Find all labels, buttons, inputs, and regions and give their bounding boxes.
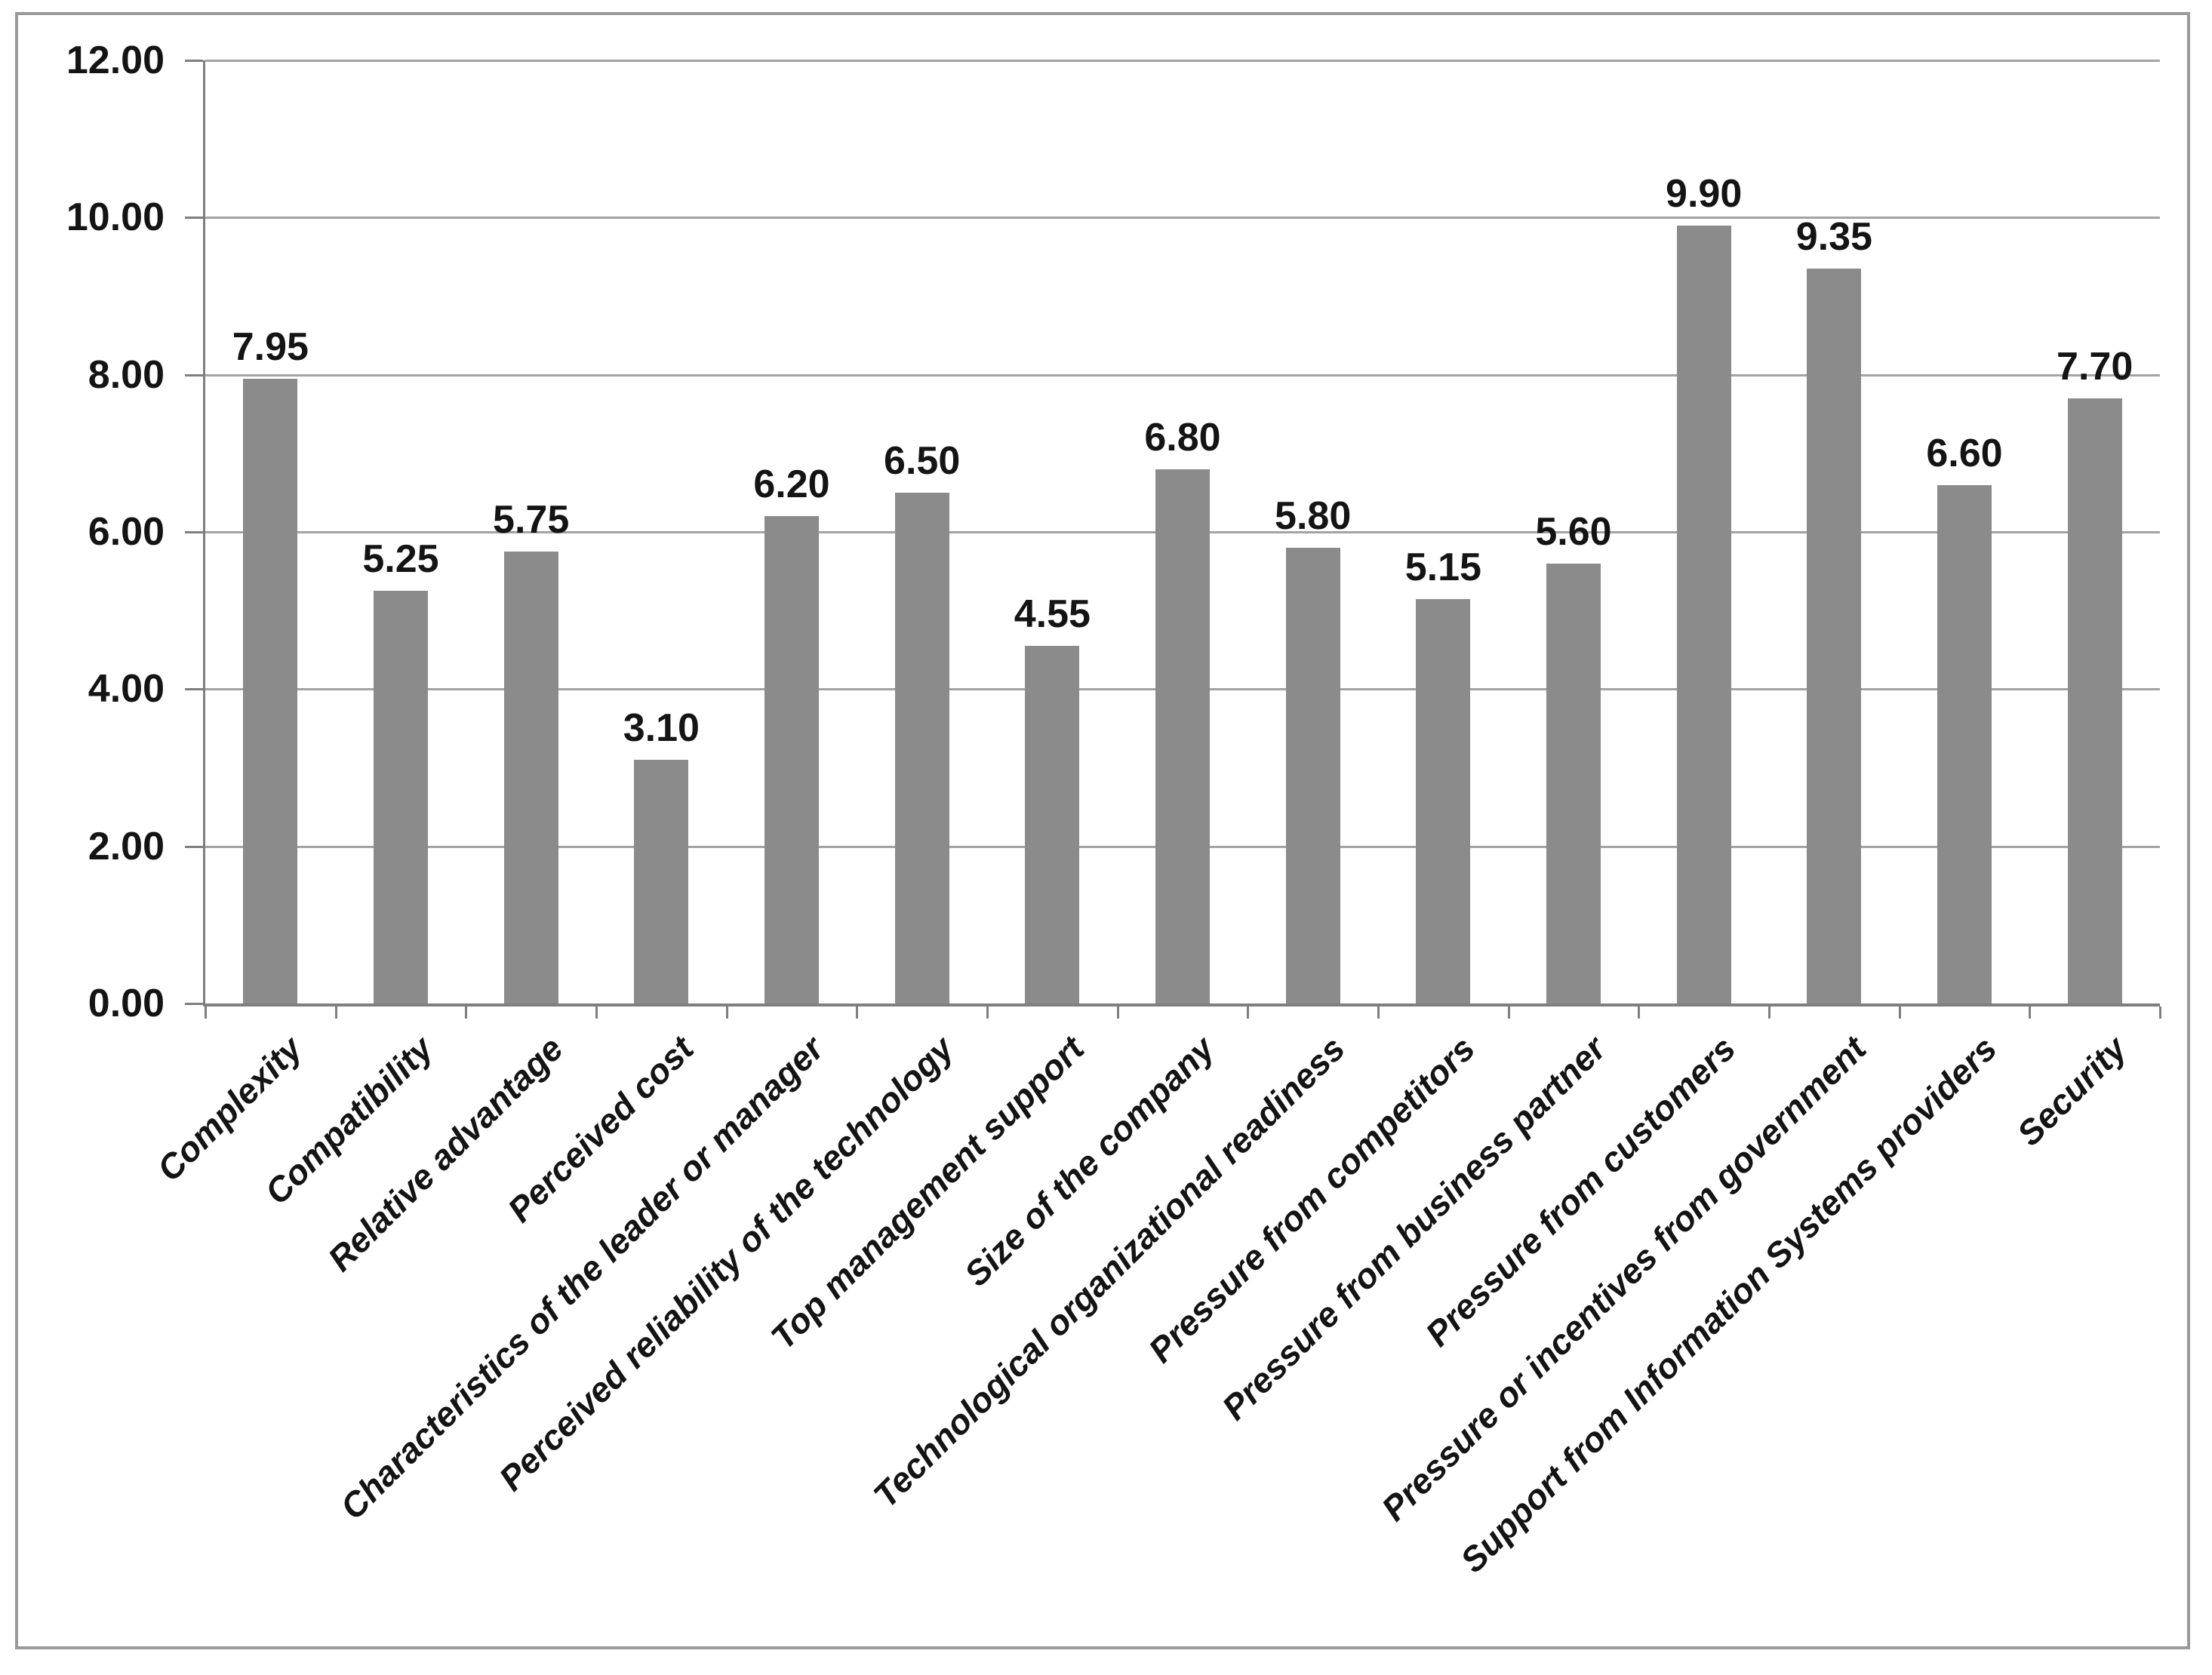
x-axis-tick-mark: [725, 1007, 728, 1019]
gridline: [205, 373, 2160, 376]
bar: [1676, 226, 1731, 1003]
bar: [2067, 398, 2122, 1003]
bar: [894, 493, 949, 1003]
x-axis-tick-mark: [595, 1007, 598, 1019]
category-label: Security: [2009, 1028, 2134, 1154]
y-axis-tick-mark: [185, 688, 203, 691]
bar-value-label: 5.75: [493, 498, 570, 542]
y-axis-tick-label: 2.00: [88, 824, 165, 868]
x-axis-tick-mark: [2029, 1007, 2032, 1019]
bar-value-label: 6.50: [884, 439, 961, 483]
y-axis-tick-label: 8.00: [88, 352, 165, 397]
x-axis-tick-mark: [986, 1007, 989, 1019]
bar-value-label: 7.70: [2057, 345, 2134, 389]
category-label: Technological organizational readiness: [866, 1028, 1352, 1515]
bar-value-label: 5.15: [1404, 546, 1481, 589]
category-label: Relative advantage: [320, 1028, 571, 1279]
category-label: Perceived reliability of the technology: [491, 1028, 961, 1498]
x-axis-tick-mark: [465, 1007, 468, 1019]
x-axis-tick-mark: [1116, 1007, 1119, 1019]
y-axis-tick-label: 6.00: [88, 510, 165, 554]
category-label: Characteristics of the leader or manager: [332, 1028, 832, 1527]
x-axis-tick-mark: [1768, 1007, 1771, 1019]
y-axis-tick-mark: [185, 60, 203, 62]
x-axis-tick-mark: [856, 1007, 859, 1019]
x-axis-tick-mark: [1507, 1007, 1510, 1019]
bar-value-label: 5.25: [362, 537, 439, 581]
bar-value-label: 4.55: [1014, 592, 1091, 636]
bar-value-label: 3.10: [623, 706, 700, 750]
gridline: [205, 217, 2160, 220]
bar-value-label: 6.80: [1144, 416, 1221, 459]
y-axis-tick-mark: [185, 1003, 203, 1005]
x-axis-tick-mark: [1898, 1007, 1901, 1019]
bar: [765, 516, 819, 1003]
y-axis-tick-label: 10.00: [66, 195, 165, 240]
x-axis-tick-mark: [1638, 1007, 1641, 1019]
gridline: [205, 60, 2160, 62]
bar: [1807, 269, 1862, 1003]
x-axis-tick-mark: [1377, 1007, 1380, 1019]
y-axis-tick-mark: [185, 531, 203, 533]
y-axis-tick-mark: [185, 217, 203, 220]
y-axis-tick-mark: [185, 373, 203, 376]
bar-value-label: 5.60: [1535, 510, 1612, 554]
x-axis-tick-mark: [1247, 1007, 1250, 1019]
category-label: Pressure or incentives from government: [1374, 1028, 1874, 1529]
bar-value-label: 7.95: [232, 325, 309, 369]
bar-value-label: 6.60: [1926, 432, 2003, 475]
y-axis-tick-label: 12.00: [66, 38, 165, 82]
bar: [503, 552, 558, 1003]
y-axis-tick-label: 4.00: [88, 667, 165, 711]
bar: [1416, 599, 1471, 1003]
bar: [1937, 485, 1992, 1003]
bar-value-label: 9.90: [1666, 172, 1743, 216]
x-axis-tick-mark: [205, 1007, 207, 1019]
y-axis-tick-label: 0.00: [88, 982, 165, 1025]
bar-value-label: 9.35: [1795, 215, 1872, 259]
bar: [1025, 646, 1080, 1003]
x-axis-tick-mark: [2159, 1007, 2161, 1019]
bar: [1155, 469, 1210, 1003]
chart-frame: 12.00 10.00 8.00 6.00 4.00 2.00 0.00 7.95 5.25 5…: [15, 12, 2190, 1649]
bar-value-label: 5.80: [1275, 494, 1352, 538]
x-axis-tick-mark: [334, 1007, 337, 1019]
bar: [634, 760, 689, 1003]
category-label: Size of the company: [956, 1028, 1223, 1294]
plot-area: 12.00 10.00 8.00 6.00 4.00 2.00 0.00 7.95 5.25 5…: [66, 41, 2161, 1580]
bar: [243, 379, 298, 1003]
bar: [1285, 548, 1340, 1003]
bar-value-label: 6.20: [753, 463, 830, 506]
bar: [374, 591, 428, 1003]
y-axis-tick-mark: [185, 845, 203, 848]
bar: [1546, 564, 1601, 1003]
